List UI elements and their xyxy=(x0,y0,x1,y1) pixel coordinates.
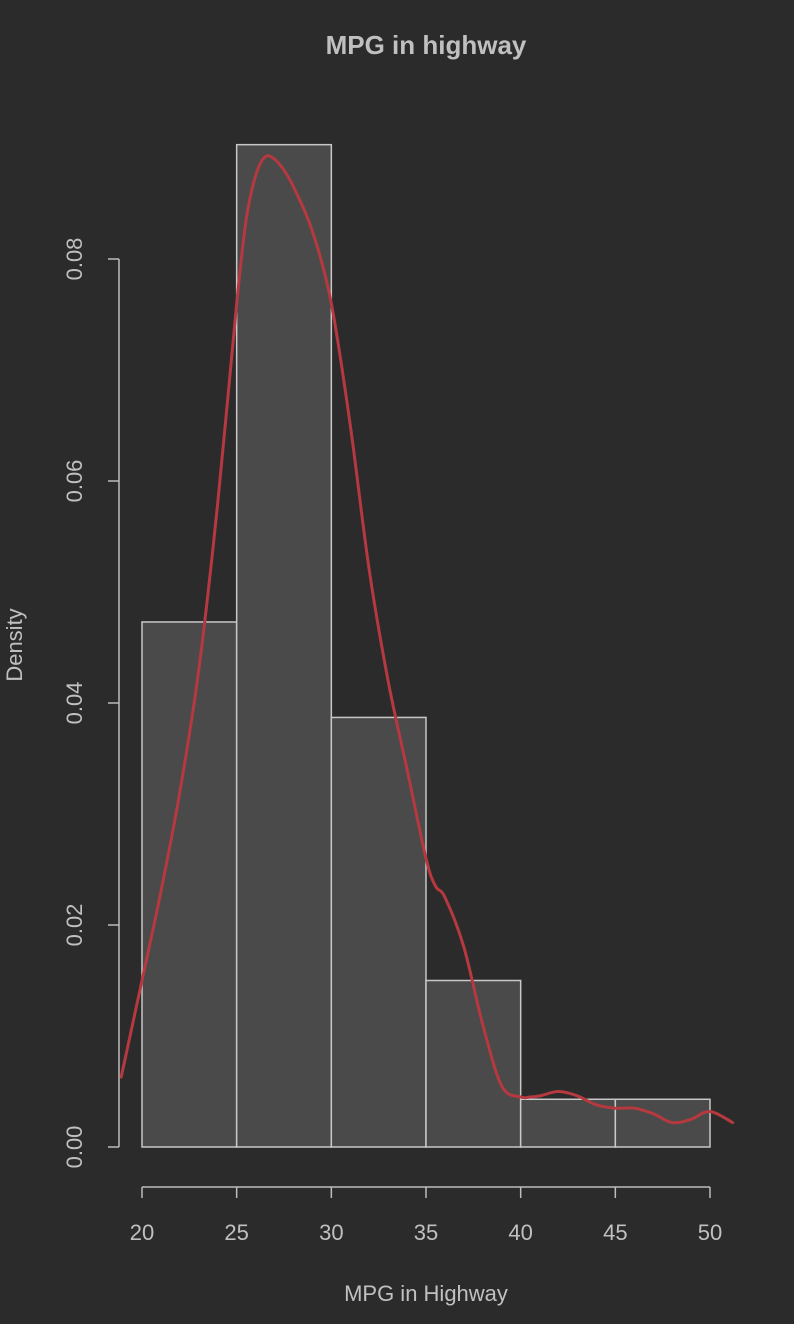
x-tick-label: 30 xyxy=(319,1220,343,1245)
x-tick-label: 40 xyxy=(508,1220,532,1245)
chart-title: MPG in highway xyxy=(326,30,527,60)
x-tick-label: 50 xyxy=(698,1220,722,1245)
y-tick-label: 0.02 xyxy=(62,904,87,947)
histogram-bar-1 xyxy=(141,621,238,1148)
y-tick-label: 0.00 xyxy=(62,1126,87,1169)
y-tick-label: 0.06 xyxy=(62,460,87,503)
histogram-bar-3 xyxy=(330,716,427,1148)
x-tick-label: 45 xyxy=(603,1220,627,1245)
x-tick-label: 25 xyxy=(224,1220,248,1245)
y-tick-label: 0.08 xyxy=(62,238,87,281)
x-tick-label: 35 xyxy=(414,1220,438,1245)
density-curve-line xyxy=(119,154,735,1125)
histogram-bar-2 xyxy=(235,143,333,1148)
y-axis-label: Density xyxy=(2,608,27,681)
axes: 20 25 30 35 40 45 50 0.00 0.02 0.04 0.06 0.08 xyxy=(62,238,722,1245)
density-curve-layer xyxy=(119,154,735,1125)
y-tick-label: 0.04 xyxy=(62,682,87,725)
histogram-bar-4 xyxy=(425,979,522,1148)
x-axis-label: MPG in Highway xyxy=(344,1281,508,1306)
x-tick-label: 20 xyxy=(130,1220,154,1245)
